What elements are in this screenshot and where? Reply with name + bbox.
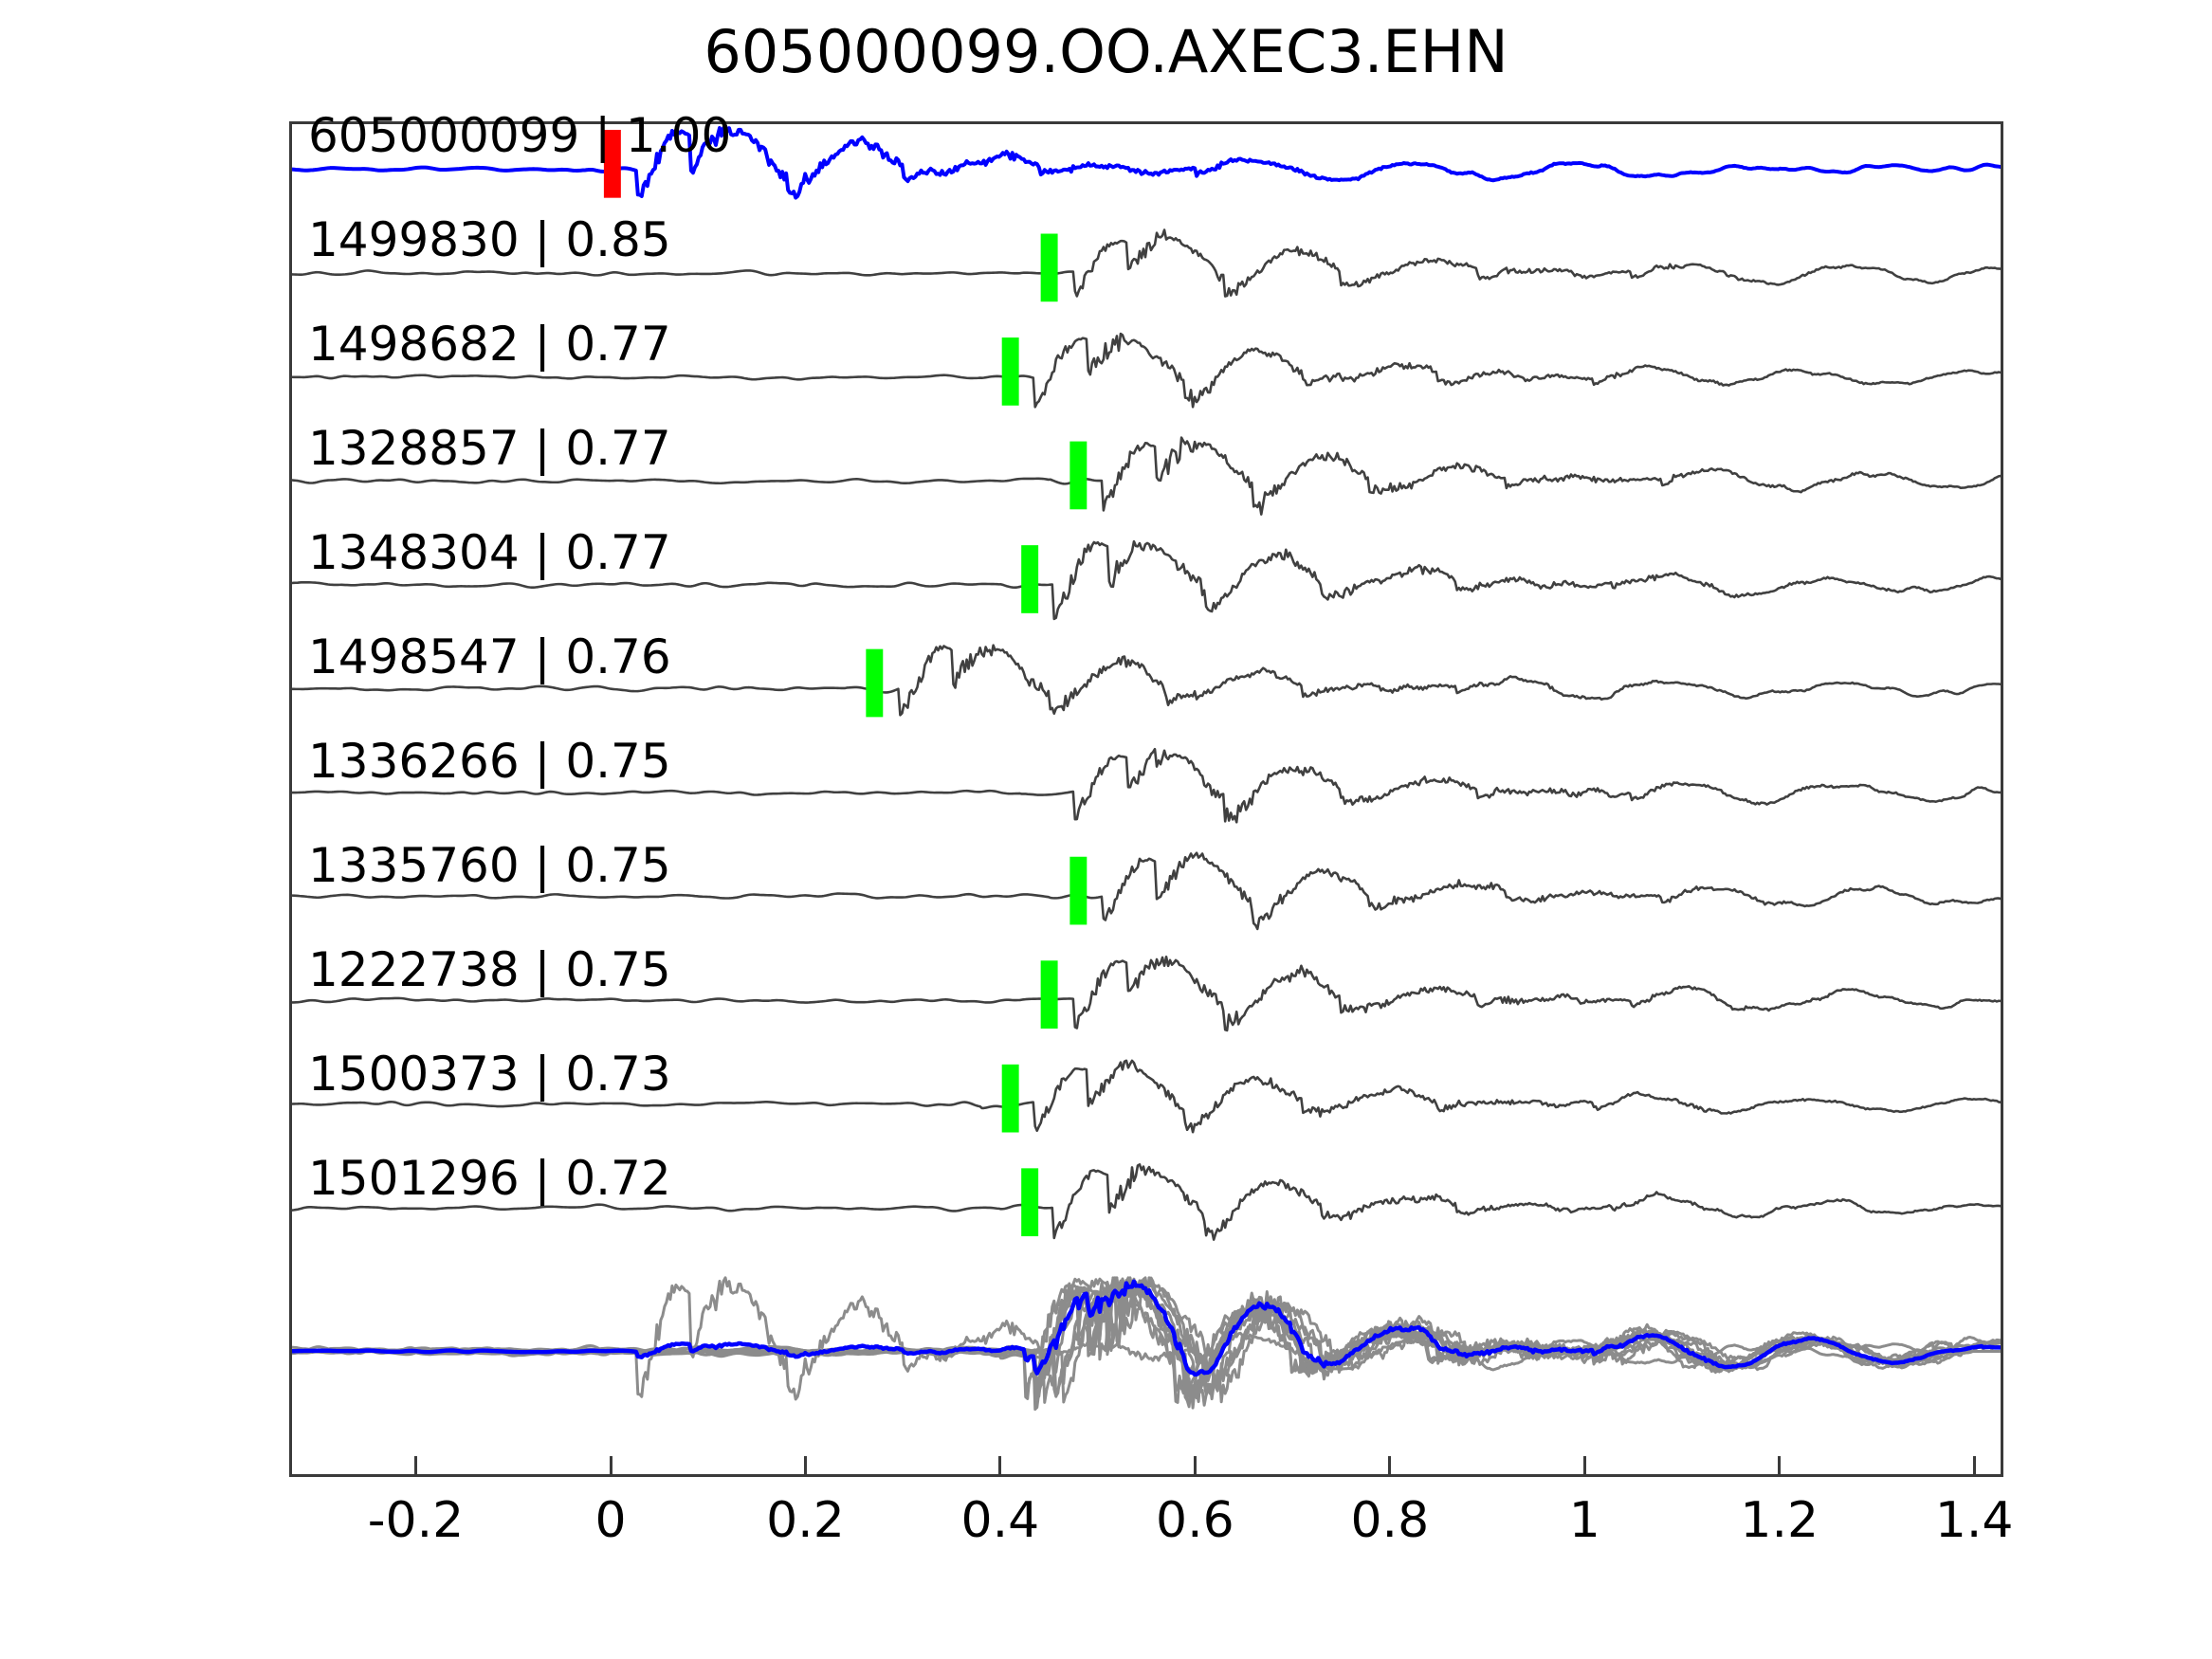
x-axis-tick: [1193, 1456, 1197, 1477]
page-title: 605000099.OO.AXEC3.EHN: [704, 17, 1508, 86]
waveform-trace: [292, 1163, 2001, 1241]
pick-marker: [1021, 1168, 1039, 1237]
x-axis-tick-label: 0.6: [1156, 1492, 1234, 1549]
trace-label: 1499830 | 0.85: [308, 212, 671, 267]
pick-marker: [1040, 960, 1058, 1029]
x-axis-tick-label: 1.4: [1934, 1492, 2014, 1549]
x-axis-tick-label: 0.8: [1350, 1492, 1430, 1549]
waveform-trace: [292, 539, 2001, 621]
trace-label: 1500373 | 0.73: [308, 1047, 671, 1102]
trace-label: 1498547 | 0.76: [308, 629, 671, 684]
waveform-trace: [292, 747, 2001, 824]
trace-label: 1335760 | 0.75: [308, 838, 671, 893]
pick-marker: [1001, 337, 1019, 406]
pick-marker: [1001, 1064, 1019, 1133]
waveform-trace: [292, 956, 2001, 1032]
waveform-trace: [292, 644, 2001, 717]
trace-label: 1498682 | 0.77: [308, 317, 671, 372]
waveform-canvas: [292, 124, 2001, 1412]
trace-label: 1222738 | 0.75: [308, 942, 671, 997]
pick-marker: [1040, 233, 1058, 302]
x-axis-tick: [414, 1456, 418, 1477]
x-axis-tick-label: -0.2: [367, 1492, 465, 1549]
x-axis-tick: [1388, 1456, 1392, 1477]
waveform-trace: [292, 124, 2001, 200]
pick-marker: [1021, 545, 1039, 613]
x-axis-tick-label: 1.2: [1740, 1492, 1819, 1549]
pick-marker: [866, 648, 884, 718]
x-axis-tick: [1582, 1456, 1586, 1477]
trace-label: 1336266 | 0.75: [308, 734, 671, 789]
waveform-trace: [292, 228, 2001, 298]
waveform-trace: [292, 436, 2001, 516]
trace-label: 1328857 | 0.77: [308, 421, 671, 476]
stacked-mean-trace: [292, 1279, 2001, 1377]
trace-label: 1348304 | 0.77: [308, 525, 671, 580]
waveform-trace: [292, 1059, 2001, 1134]
waveform-trace: [292, 332, 2001, 409]
waveform-trace: [292, 851, 2001, 931]
x-axis-tick-label: 0.2: [766, 1492, 845, 1549]
x-axis-tick: [998, 1456, 1002, 1477]
trace-label: 1501296 | 0.72: [308, 1151, 671, 1206]
pick-marker: [1069, 441, 1088, 510]
x-axis-tick: [1778, 1456, 1782, 1477]
x-axis-tick-label: 0.4: [960, 1492, 1040, 1549]
x-axis-tick: [1972, 1456, 1976, 1477]
stack-overlay-trace: [292, 1276, 2001, 1412]
x-axis-tick: [609, 1456, 612, 1477]
pick-marker: [1069, 856, 1088, 925]
waveform-plot-axes: [289, 121, 2003, 1477]
x-axis-tick: [803, 1456, 807, 1477]
template-pick-marker: [603, 129, 621, 198]
trace-label: 605000099 | 1.00: [308, 108, 732, 163]
x-axis-tick-label: 0: [594, 1492, 627, 1549]
x-axis-tick-label: 1: [1568, 1492, 1600, 1549]
